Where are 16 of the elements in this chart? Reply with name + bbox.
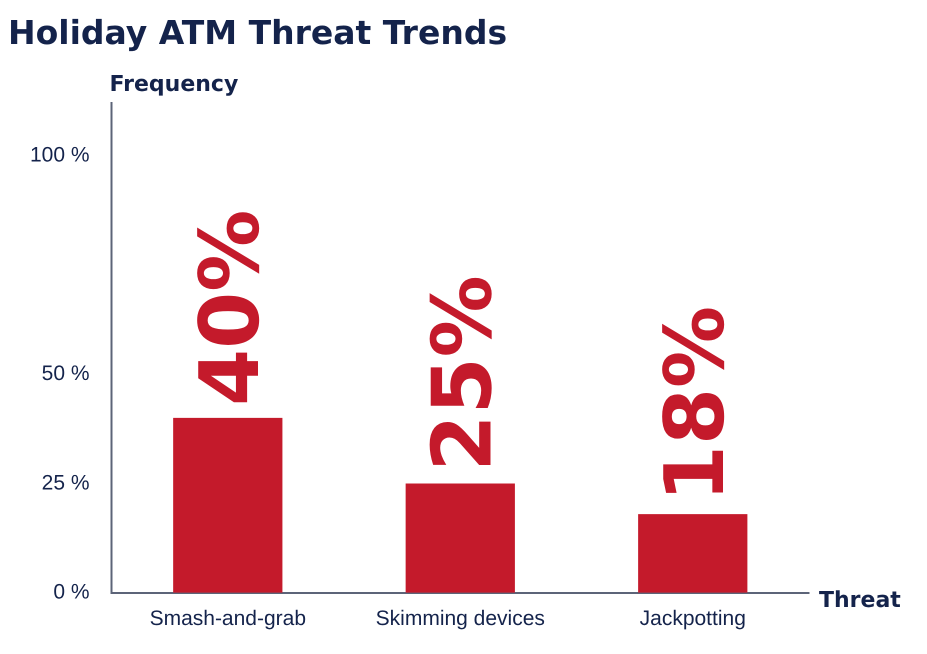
- x-tick-label: Jackpotting: [640, 607, 746, 630]
- y-tick-label: 25 %: [42, 471, 90, 494]
- chart-title: Holiday ATM Threat Trends: [8, 13, 508, 52]
- data-label: 18%: [648, 306, 743, 502]
- data-label: 25%: [415, 275, 510, 472]
- bar: [173, 418, 282, 593]
- y-tick-label: 100 %: [30, 143, 90, 166]
- bar: [406, 483, 515, 593]
- bar: [638, 514, 748, 593]
- y-tick-label: 0 %: [53, 580, 90, 604]
- x-tick-label: Skimming devices: [376, 607, 545, 630]
- data-label: 40%: [182, 210, 278, 406]
- y-axis-title: Frequency: [110, 72, 238, 97]
- x-tick-label: Smash-and-grab: [150, 607, 306, 630]
- x-axis-title: Threat: [819, 588, 902, 613]
- y-tick-label: 50 %: [42, 362, 90, 385]
